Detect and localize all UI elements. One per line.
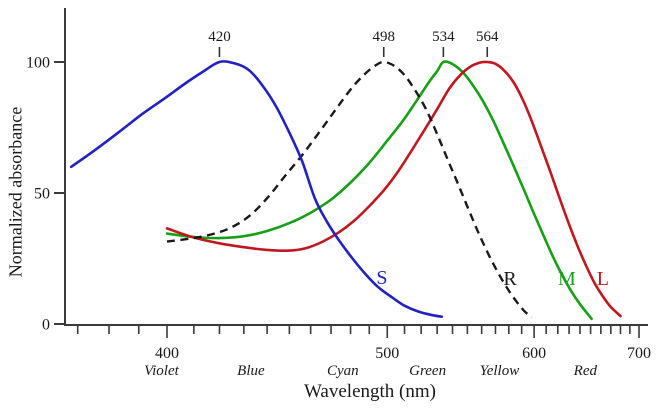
m-cone-curve: [165, 60, 593, 321]
y-tick-label: 0: [42, 317, 50, 334]
x-tick-label: 500: [375, 345, 399, 362]
curve-letter-m: M: [558, 268, 576, 290]
x-tick-label: 400: [155, 345, 179, 362]
s-cone-curve: [69, 60, 444, 318]
color-band-label: Green: [409, 363, 446, 379]
x-tick-label: 700: [627, 345, 651, 362]
peak-wavelength-label-534: 534: [432, 29, 455, 45]
color-band-label: Red: [573, 363, 598, 379]
rod-curve: [166, 60, 533, 319]
y-tick-label: 50: [34, 186, 50, 203]
color-band-label: Yellow: [480, 363, 519, 379]
curve-letter-r: R: [503, 268, 517, 290]
curve-letter-s: S: [376, 267, 387, 289]
color-band-label: Cyan: [327, 363, 359, 379]
y-tick-label: 100: [26, 55, 50, 72]
x-axis-title-wrap: Wavelength (nm): [0, 381, 657, 403]
peak-wavelength-label-564: 564: [476, 29, 499, 45]
color-band-label: Blue: [237, 363, 265, 379]
peak-wavelength-label-420: 420: [208, 29, 231, 45]
l-cone-curve: [165, 60, 622, 318]
x-axis-title: Wavelength (nm): [304, 381, 436, 402]
x-tick-label: 600: [522, 345, 546, 362]
curve-letter-l: L: [597, 268, 609, 290]
color-band-label: Violet: [144, 363, 180, 379]
peak-wavelength-label-498: 498: [372, 29, 395, 45]
